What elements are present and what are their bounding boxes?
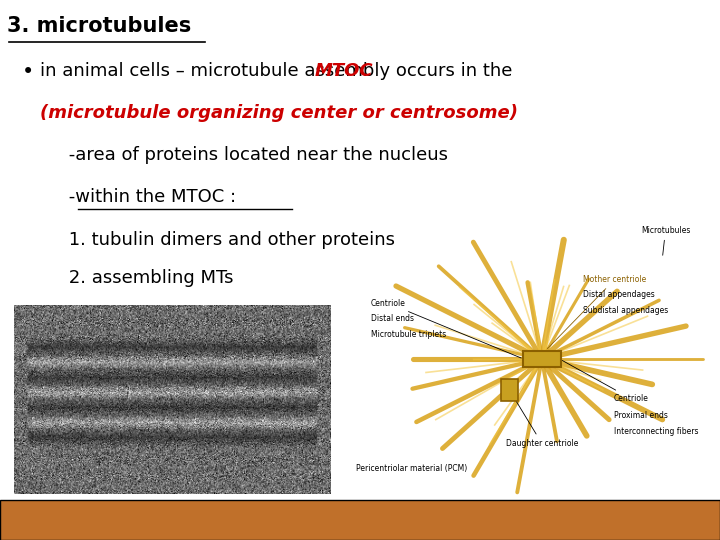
FancyBboxPatch shape bbox=[501, 380, 518, 401]
Text: Mother centriole: Mother centriole bbox=[547, 275, 647, 349]
Text: 2. assembling MTs: 2. assembling MTs bbox=[40, 269, 233, 287]
Text: Pericentriolar material (PCM): Pericentriolar material (PCM) bbox=[356, 464, 468, 474]
Text: 3. microtubules: 3. microtubules bbox=[7, 16, 192, 36]
Text: Daughter centriole: Daughter centriole bbox=[505, 393, 578, 448]
Text: Interconnecting fibers: Interconnecting fibers bbox=[613, 427, 698, 436]
Text: MTOC: MTOC bbox=[315, 62, 373, 80]
Text: •: • bbox=[22, 62, 34, 82]
Text: centriole: centriole bbox=[205, 308, 304, 327]
Text: 3. modified MTs - called a: 3. modified MTs - called a bbox=[40, 308, 303, 326]
Text: Centriole: Centriole bbox=[562, 360, 649, 403]
FancyBboxPatch shape bbox=[523, 352, 561, 367]
Text: Distal appendages: Distal appendages bbox=[583, 291, 655, 299]
Text: Proximal ends: Proximal ends bbox=[613, 411, 667, 420]
Text: Subdistal appendages: Subdistal appendages bbox=[583, 306, 668, 315]
Text: Centriole: Centriole bbox=[371, 299, 521, 358]
Text: Microtubules: Microtubules bbox=[641, 226, 690, 255]
Text: in animal cells – microtubule assembly occurs in the: in animal cells – microtubule assembly o… bbox=[40, 62, 518, 80]
Text: -area of proteins located near the nucleus: -area of proteins located near the nucle… bbox=[40, 146, 448, 164]
Text: (microtubule organizing center or centrosome): (microtubule organizing center or centro… bbox=[40, 104, 518, 122]
Text: 1. tubulin dimers and other proteins: 1. tubulin dimers and other proteins bbox=[40, 231, 395, 248]
Text: Distal ends: Distal ends bbox=[371, 314, 414, 323]
Text: Microtubule triplets: Microtubule triplets bbox=[371, 329, 446, 339]
Text: -within the MTOC :: -within the MTOC : bbox=[40, 188, 241, 206]
FancyBboxPatch shape bbox=[0, 500, 720, 540]
